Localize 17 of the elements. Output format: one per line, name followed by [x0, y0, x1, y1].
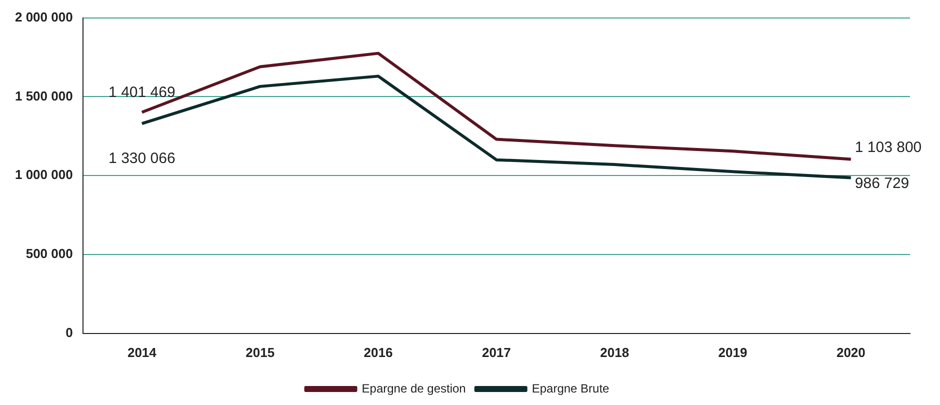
data-label: 986 729 — [854, 174, 910, 192]
legend-label: Epargne de gestion — [362, 381, 466, 396]
x-tick-label: 2016 — [364, 344, 393, 360]
x-tick-label: 2018 — [600, 344, 630, 360]
y-tick-label: 1 500 000 — [14, 88, 73, 104]
x-tick-label: 2019 — [718, 344, 748, 360]
x-tick-label: 2017 — [482, 344, 511, 360]
x-tick-label: 2014 — [127, 344, 158, 360]
data-label: 1 330 066 — [108, 150, 176, 168]
y-tick-label: 2 000 000 — [14, 9, 73, 24]
legend-label: Epargne Brute — [532, 381, 610, 396]
y-tick-label: 1 000 000 — [14, 167, 73, 182]
x-tick-label: 2020 — [836, 344, 866, 360]
y-tick-label: 500 000 — [26, 246, 73, 262]
y-tick-label: 0 — [66, 324, 73, 340]
data-label: 1 103 800 — [854, 138, 922, 156]
x-tick-label: 2015 — [246, 344, 275, 360]
